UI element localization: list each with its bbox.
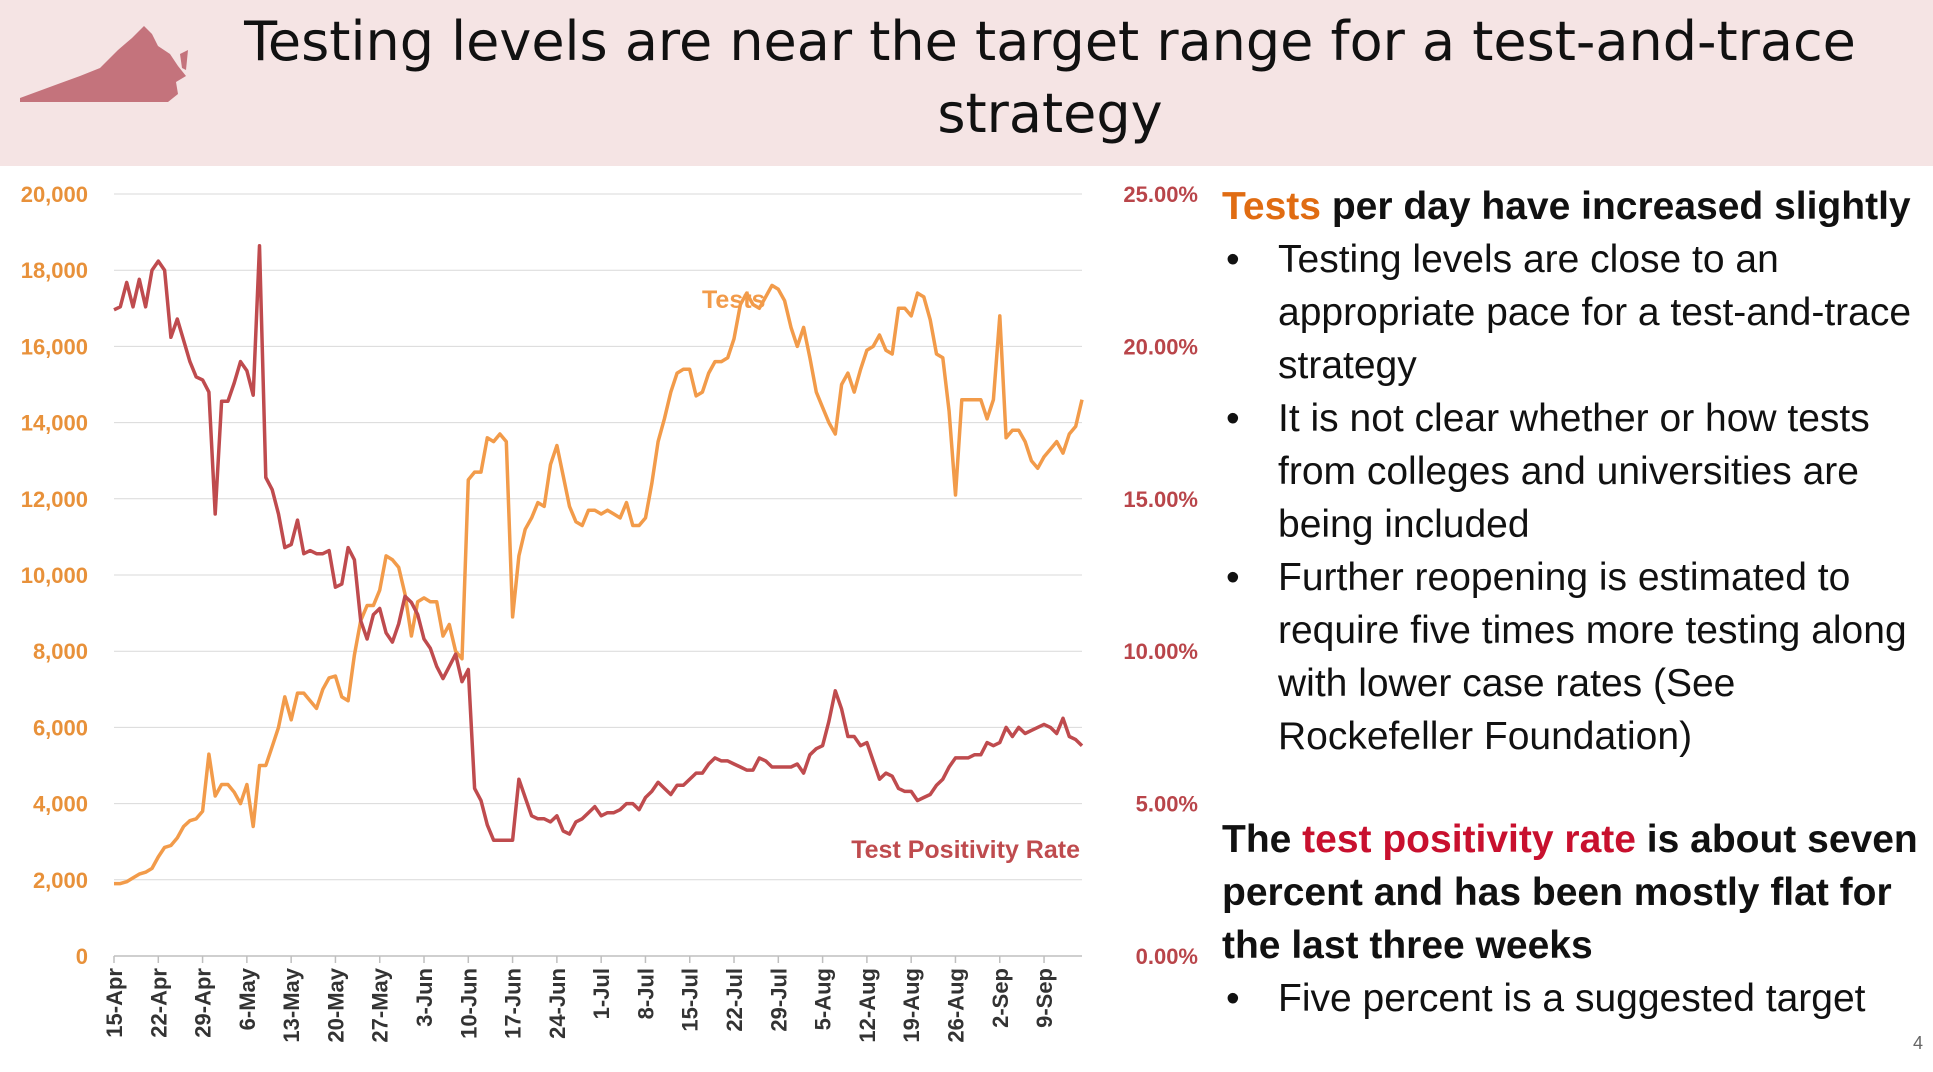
x-tick-label: 15-Jul	[678, 968, 703, 1032]
section2-heading-pre: The	[1222, 818, 1303, 861]
x-tick-label: 24-Jun	[545, 968, 570, 1039]
list-item: Testing levels are close to an appropria…	[1222, 233, 1932, 392]
left-tick-label: 14,000	[21, 411, 88, 436]
x-tick-label: 22-Apr	[146, 968, 171, 1038]
x-tick-label: 6-May	[235, 967, 260, 1030]
chart-area: 0 2,000 4,000 6,000 8,000 10,000 12,000 14,000 1…	[21, 182, 1198, 1043]
section2-heading-highlight: test positivity rate	[1302, 818, 1636, 861]
left-tick-label: 12,000	[21, 487, 88, 512]
left-tick-label: 0	[76, 944, 88, 969]
section1-heading: Tests per day have increased slightly	[1222, 180, 1932, 233]
x-tick-label: 27-May	[368, 967, 393, 1042]
section1-bullets: Testing levels are close to an appropria…	[1222, 233, 1932, 763]
x-tick-label: 26-Aug	[943, 968, 968, 1043]
page-number: 4	[1912, 1033, 1923, 1053]
x-tick-label: 3-Jun	[412, 968, 437, 1027]
annotation-positivity: Test Positivity Rate	[851, 836, 1080, 864]
x-tick-label: 1-Jul	[589, 968, 614, 1019]
x-tick-label: 5-Aug	[811, 968, 836, 1030]
left-tick-label: 18,000	[21, 258, 88, 283]
x-tick-label: 10-Jun	[456, 968, 481, 1039]
left-tick-label: 8,000	[33, 639, 88, 664]
x-tick-label: 15-Apr	[102, 968, 127, 1038]
x-tick-label: 17-Jun	[501, 968, 526, 1039]
x-tick-label: 19-Aug	[899, 968, 924, 1043]
x-axis: 15-Apr 22-Apr 29-Apr 6-May 13-May 20-May 27-Ma…	[102, 955, 1082, 1043]
left-axis-ticks: 0 2,000 4,000 6,000 8,000 10,000 12,000 14,000 1…	[21, 182, 88, 969]
x-tick-label: 20-May	[323, 967, 348, 1042]
series-line-tests	[114, 283, 1084, 886]
x-tick-label: 29-Jul	[766, 968, 791, 1032]
left-tick-label: 4,000	[33, 792, 88, 817]
right-tick-label: 5.00%	[1136, 792, 1198, 817]
right-axis-ticks: 0.00% 5.00% 10.00% 15.00% 20.00% 25.00%	[1123, 182, 1198, 969]
left-tick-label: 10,000	[21, 563, 88, 588]
section1-heading-rest: per day have increased slightly	[1321, 185, 1911, 228]
right-tick-label: 0.00%	[1136, 944, 1198, 969]
left-tick-label: 16,000	[21, 334, 88, 359]
list-item: Five percent is a suggested target	[1222, 972, 1932, 1025]
series-line-positivity	[113, 244, 1084, 842]
section2-heading-rest: is about seven percent and has been most…	[1222, 818, 1918, 967]
page-title: Testing levels are near the target range…	[244, 10, 1856, 145]
commentary-panel: Tests per day have increased slightly Te…	[1222, 180, 1932, 1025]
left-tick-label: 2,000	[33, 868, 88, 893]
list-item: It is not clear whether or how tests fro…	[1222, 392, 1932, 551]
section1-heading-highlight: Tests	[1222, 185, 1321, 228]
virginia-state-shape-icon	[20, 26, 188, 102]
section2-heading: The test positivity rate is about seven …	[1222, 813, 1932, 972]
right-tick-label: 15.00%	[1123, 487, 1198, 512]
list-item: Further reopening is estimated to requir…	[1222, 551, 1932, 763]
x-tick-label: 9-Sep	[1032, 968, 1057, 1028]
annotation-tests: Tests	[702, 286, 765, 314]
right-tick-label: 20.00%	[1123, 334, 1198, 359]
x-tick-label: 29-Apr	[191, 968, 216, 1038]
x-tick-label: 8-Jul	[633, 968, 658, 1019]
left-tick-label: 20,000	[21, 182, 88, 207]
right-tick-label: 10.00%	[1123, 639, 1198, 664]
x-tick-label: 13-May	[279, 967, 304, 1042]
x-tick-label: 22-Jul	[722, 968, 747, 1032]
section2-bullets: Five percent is a suggested target	[1222, 972, 1932, 1025]
right-tick-label: 25.00%	[1123, 182, 1198, 207]
x-tick-label: 2-Sep	[988, 968, 1013, 1028]
left-tick-label: 6,000	[33, 715, 88, 740]
title-banner: Testing levels are near the target range…	[0, 0, 1933, 166]
x-tick-label: 12-Aug	[855, 968, 880, 1043]
